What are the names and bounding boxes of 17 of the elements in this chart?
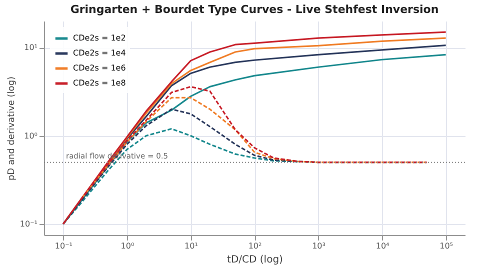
y-tick-label: 10⁰: [24, 131, 38, 140]
x-tick-label: 10⁵: [440, 242, 453, 250]
x-tick-label: 10²: [248, 242, 262, 250]
chart-title: Gringarten + Bourdet Type Curves - Live Stehfest Inversion: [70, 3, 439, 16]
x-tick-label: 10³: [312, 242, 326, 250]
legend-label: CDe2s = 1e4: [73, 48, 126, 58]
x-axis-title: tD/CD (log): [227, 254, 284, 266]
x-tick-label: 10¹: [184, 242, 198, 250]
x-tick-label: 10⁻¹: [54, 242, 72, 250]
y-tick-label: 10⁻¹: [20, 219, 38, 228]
x-tick-label: 10⁴: [376, 242, 390, 250]
legend-label: CDe2s = 1e6: [73, 64, 126, 72]
legend-label: CDe2s = 1e8: [73, 78, 126, 88]
x-tick-label: 10⁰: [120, 242, 134, 250]
y-axis-title: pD and derivative (log): [6, 76, 17, 181]
y-tick-label: 10¹: [24, 43, 38, 52]
legend-label: CDe2s = 1e2: [73, 34, 126, 42]
